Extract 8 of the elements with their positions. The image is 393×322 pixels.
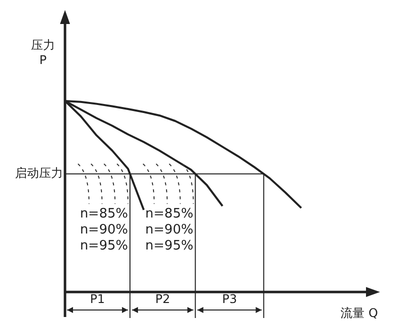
annotation: n=85% n=90% n=95% [80, 206, 128, 254]
text: P1 [90, 292, 105, 306]
text: P3 [222, 292, 237, 306]
x-axis-title: 流量 Q [340, 306, 378, 320]
ref-line-label: 启动压力 [15, 166, 63, 180]
text: P2 [155, 292, 170, 306]
y-axis-title: 压力 P [31, 38, 55, 68]
annotation: n=85% n=90% n=95% [145, 206, 194, 254]
